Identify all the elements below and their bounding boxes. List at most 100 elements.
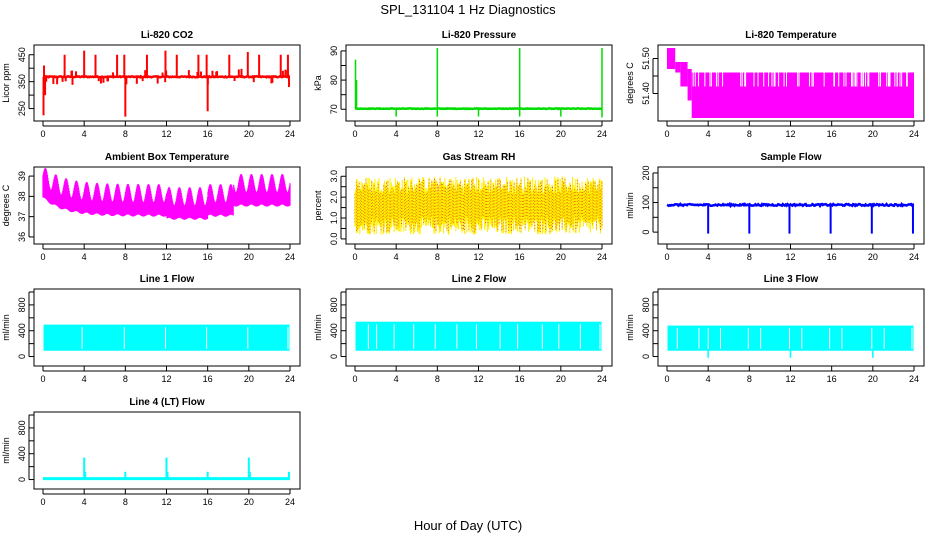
x-tick-label: 4	[394, 374, 399, 384]
y-axis-label: ml/min	[1, 437, 11, 464]
series-line	[666, 201, 915, 209]
panel-title: Line 2 Flow	[452, 274, 507, 285]
x-tick-label: 24	[285, 497, 295, 507]
x-tick-label: 16	[203, 129, 213, 139]
x-tick-label: 8	[435, 129, 440, 139]
x-tick-label: 16	[203, 252, 213, 262]
x-tick-label: 12	[161, 252, 171, 262]
x-axis-title: Hour of Day (UTC)	[413, 518, 523, 533]
y-tick-label: 39	[17, 171, 27, 181]
panel-line-4-lt-flow: Line 4 (LT) Flow ml/min 0 4 8 12 16 20 24 0 400 800	[1, 397, 301, 507]
y-tick-label: 51.50	[641, 47, 651, 70]
y-axis-label: percent	[313, 190, 323, 221]
x-tick-label: 4	[82, 129, 87, 139]
series-marks	[666, 201, 915, 234]
band-mark	[667, 325, 914, 351]
series-marks	[354, 48, 603, 118]
x-tick-label: 4	[706, 129, 711, 139]
y-axis-label: Licor ppm	[1, 63, 11, 103]
y-tick-label: 80	[329, 75, 339, 85]
x-tick-label: 20	[868, 129, 878, 139]
x-tick-label: 4	[706, 374, 711, 384]
x-tick-label: 24	[909, 129, 919, 139]
series-marks	[42, 168, 291, 220]
y-tick-label: 0	[17, 354, 27, 359]
x-tick-label: 12	[785, 129, 795, 139]
band-mark	[43, 324, 290, 351]
panel-sample-flow: Sample Flow ml/min 0 4 8 12 16 20 24 0 100 200	[625, 152, 925, 262]
x-tick-label: 0	[664, 374, 669, 384]
x-tick-label: 16	[827, 252, 837, 262]
x-tick-label: 20	[556, 252, 566, 262]
y-tick-label: 800	[17, 297, 27, 312]
band-mark	[691, 72, 914, 118]
x-tick-label: 8	[747, 252, 752, 262]
y-axis-label: ml/min	[625, 314, 635, 341]
y-tick-label: 0.0	[329, 233, 339, 246]
x-tick-label: 8	[123, 252, 128, 262]
x-tick-label: 24	[909, 252, 919, 262]
y-tick-label: 70	[329, 104, 339, 114]
x-tick-label: 4	[82, 252, 87, 262]
x-tick-label: 12	[161, 129, 171, 139]
y-axis-label: kPa	[313, 75, 323, 91]
y-tick-label: 36	[17, 232, 27, 242]
series-marks	[354, 176, 603, 235]
y-tick-label: 800	[17, 420, 27, 435]
x-tick-label: 12	[473, 252, 483, 262]
x-tick-label: 20	[244, 129, 254, 139]
y-tick-label: 3.0	[329, 170, 339, 183]
panel-title: Line 4 (LT) Flow	[129, 397, 205, 408]
x-tick-label: 12	[161, 497, 171, 507]
x-tick-label: 4	[394, 129, 399, 139]
x-tick-label: 20	[244, 252, 254, 262]
x-tick-label: 24	[597, 129, 607, 139]
x-tick-label: 24	[597, 252, 607, 262]
band-mark	[675, 62, 681, 73]
x-tick-label: 0	[40, 497, 45, 507]
panel-title: Li-820 CO2	[141, 30, 194, 41]
x-tick-label: 8	[123, 129, 128, 139]
x-tick-label: 12	[161, 374, 171, 384]
x-tick-label: 20	[556, 374, 566, 384]
y-tick-label: 450	[17, 47, 27, 62]
y-tick-label: 200	[641, 165, 651, 180]
panel-li-820-pressure: Li-820 Pressure kPa 0 4 8 12 16 20 24 70 80 90	[313, 30, 613, 139]
y-tick-label: 250	[17, 101, 27, 116]
x-tick-label: 4	[706, 252, 711, 262]
x-tick-label: 4	[82, 374, 87, 384]
band-mark	[667, 48, 676, 69]
x-tick-label: 8	[435, 252, 440, 262]
y-tick-label: 2.0	[329, 191, 339, 204]
y-axis-label: ml/min	[625, 192, 635, 219]
x-tick-label: 0	[352, 129, 357, 139]
y-tick-label: 400	[641, 323, 651, 338]
y-axis-label: ml/min	[313, 314, 323, 341]
panel-li-820-co2: Li-820 CO2 Licor ppm 0 4 8 12 16 20 24 250 350 450	[1, 30, 301, 139]
y-tick-label: 400	[17, 446, 27, 461]
panel-line-1-flow: Line 1 Flow ml/min 0 4 8 12 16 20 24 0 400 800	[1, 274, 301, 384]
y-tick-label: 400	[17, 323, 27, 338]
y-tick-label: 100	[641, 195, 651, 210]
y-tick-label: 0	[17, 477, 27, 482]
y-tick-label: 90	[329, 46, 339, 56]
y-tick-label: 0	[329, 354, 339, 359]
x-tick-label: 16	[515, 374, 525, 384]
x-tick-label: 0	[352, 252, 357, 262]
x-tick-label: 8	[435, 374, 440, 384]
y-tick-label: 38	[17, 191, 27, 201]
y-axis-label: ml/min	[1, 314, 11, 341]
series-marks	[42, 50, 290, 117]
x-tick-label: 8	[123, 374, 128, 384]
x-tick-label: 8	[747, 374, 752, 384]
x-tick-label: 24	[285, 374, 295, 384]
panel-title: Gas Stream RH	[443, 152, 516, 163]
panel-title: Line 1 Flow	[140, 274, 195, 285]
x-tick-label: 0	[352, 374, 357, 384]
panel-title: Li-820 Pressure	[442, 30, 517, 41]
x-tick-label: 20	[868, 252, 878, 262]
x-tick-label: 20	[556, 129, 566, 139]
x-tick-label: 0	[664, 129, 669, 139]
figure-title: SPL_131104 1 Hz Diagnostics	[380, 2, 556, 17]
x-tick-label: 16	[827, 374, 837, 384]
